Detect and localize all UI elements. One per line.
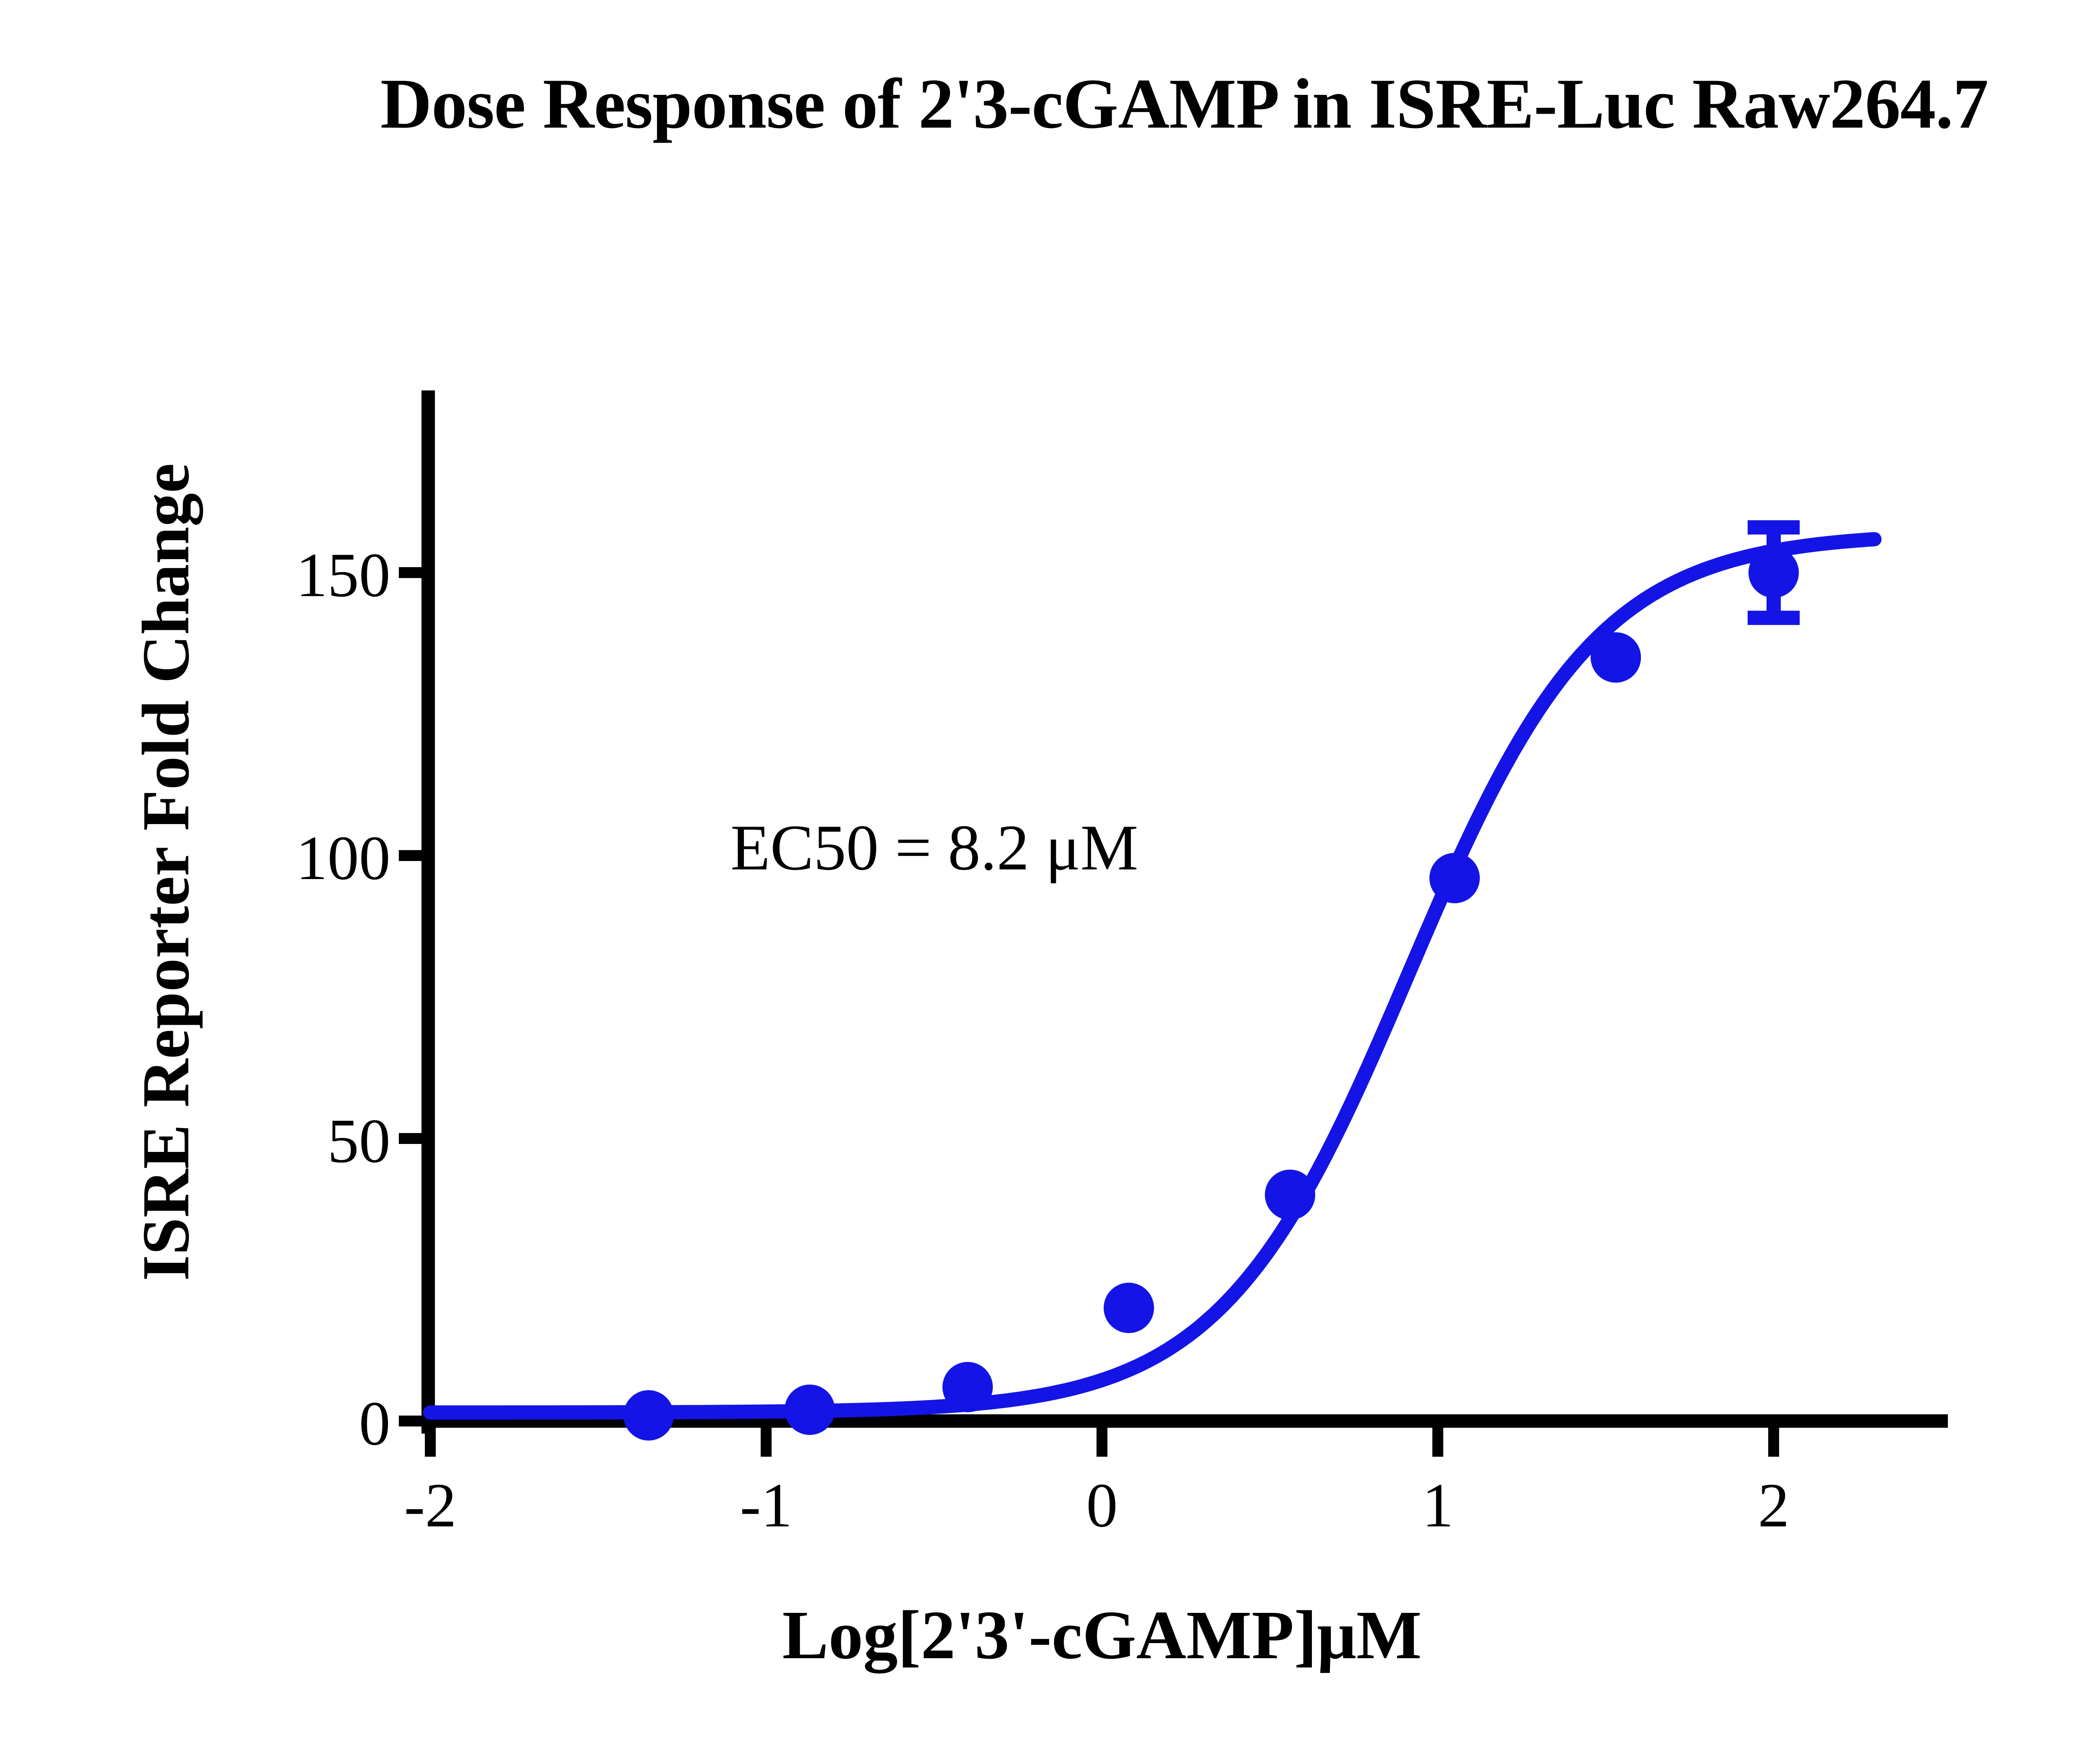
- page-title: Dose Response of 2'3-cGAMP in ISRE-Luc R…: [380, 64, 1989, 143]
- y-tick-label-100: 100: [296, 823, 390, 893]
- x-axis-title: Log[2'3'-cGAMP]μM: [782, 1596, 1422, 1673]
- x-tick-label-1: 1: [1422, 1471, 1454, 1540]
- x-tick-marks: [425, 1427, 1779, 1457]
- y-tick-label-150: 150: [296, 540, 390, 610]
- x-tick-label-2: 2: [1758, 1471, 1790, 1540]
- data-point-marker: [1429, 853, 1480, 903]
- data-point-marker: [1748, 547, 1799, 598]
- x-tick-label-0: 0: [1086, 1471, 1118, 1540]
- data-point-marker: [1104, 1282, 1154, 1333]
- x-tick-label-neg2: -2: [404, 1471, 457, 1540]
- data-point-marker: [1265, 1170, 1315, 1220]
- data-point-marker: [942, 1362, 993, 1413]
- x-tick-label-neg1: -1: [740, 1471, 793, 1540]
- data-point-marker: [1591, 632, 1641, 683]
- data-point-markers: [623, 547, 1799, 1441]
- data-point-marker: [785, 1385, 835, 1435]
- y-tick-label-0: 0: [359, 1389, 390, 1458]
- dose-response-curve: [423, 532, 1882, 1420]
- data-point-marker: [623, 1390, 674, 1441]
- y-tick-marks: [399, 567, 428, 1426]
- axes-group: [421, 390, 1948, 1434]
- y-tick-label-50: 50: [327, 1106, 390, 1176]
- ec50-annotation: EC50 = 8.2 μM: [730, 811, 1138, 884]
